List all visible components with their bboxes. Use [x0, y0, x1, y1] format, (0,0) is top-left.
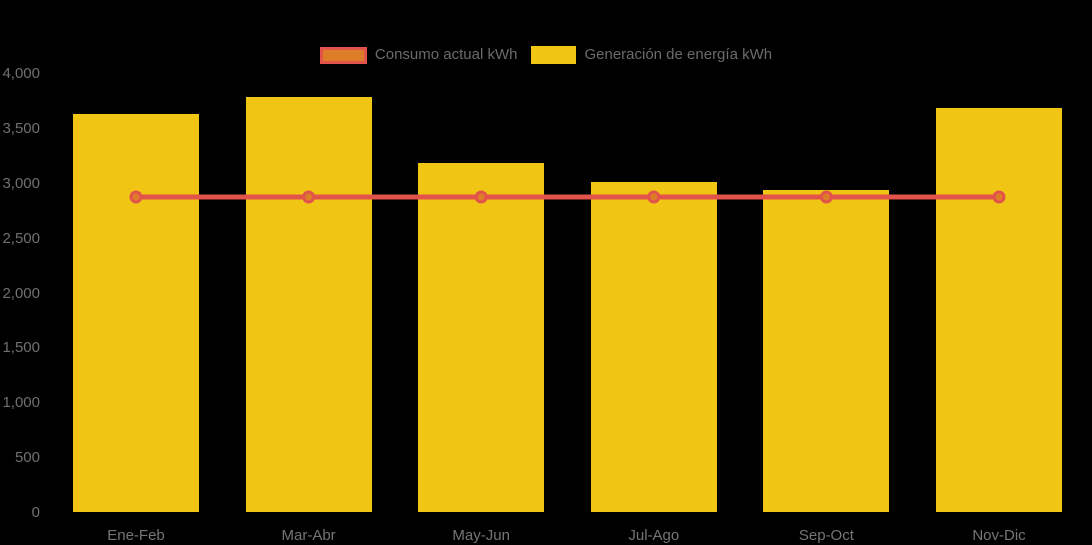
line-marker-Jul-Ago[interactable] — [647, 190, 661, 204]
chart-legend: Consumo actual kWh Generación de energía… — [0, 46, 1092, 64]
line-marker-Mar-Abr[interactable] — [302, 190, 316, 204]
bar-Ene-Feb[interactable] — [73, 113, 199, 512]
line-series-swatch-icon — [319, 46, 367, 64]
y-axis-tick-label: 3,000 — [2, 174, 40, 192]
bar-Mar-Abr[interactable] — [245, 97, 372, 512]
line-marker-Sep-Oct[interactable] — [819, 190, 833, 204]
legend-label-generacion-energia: Generación de energía kWh — [584, 46, 773, 63]
y-axis-tick-label: 3,500 — [2, 119, 40, 137]
legend-label-consumo-actual: Consumo actual kWh — [374, 46, 518, 63]
y-axis-tick-label: 2,000 — [2, 284, 40, 302]
legend-item-consumo-actual[interactable]: Consumo actual kWh — [319, 46, 518, 64]
bar-May-Jun[interactable] — [418, 162, 545, 512]
line-marker-Nov-Dic[interactable] — [992, 190, 1006, 204]
y-axis-tick-label: 2,500 — [2, 229, 40, 247]
bar-Nov-Dic[interactable] — [936, 108, 1062, 512]
x-axis-category-label: Jul-Ago — [628, 527, 680, 544]
x-axis-category-label: Ene-Feb — [107, 527, 165, 544]
y-axis-tick-label: 0 — [31, 504, 40, 521]
line-marker-May-Jun[interactable] — [474, 190, 488, 204]
x-axis-category-label: May-Jun — [452, 527, 510, 544]
bar-Sep-Oct[interactable] — [763, 190, 890, 512]
x-axis-category-label: Mar-Abr — [281, 527, 336, 544]
y-axis-tick-label: 4,000 — [2, 65, 40, 82]
y-axis-tick-label: 500 — [14, 449, 40, 467]
legend-item-generacion-energia[interactable]: Generación de energía kWh — [531, 46, 772, 64]
bar-Jul-Ago[interactable] — [590, 181, 717, 512]
line-marker-Ene-Feb[interactable] — [129, 190, 143, 204]
x-axis-category-label: Sep-Oct — [798, 527, 854, 544]
bar-series-swatch-icon — [531, 46, 577, 64]
x-axis-category-label: Nov-Dic — [972, 527, 1026, 544]
y-axis-tick-label: 1,500 — [2, 339, 40, 357]
y-axis-tick-label: 1,000 — [2, 394, 40, 412]
